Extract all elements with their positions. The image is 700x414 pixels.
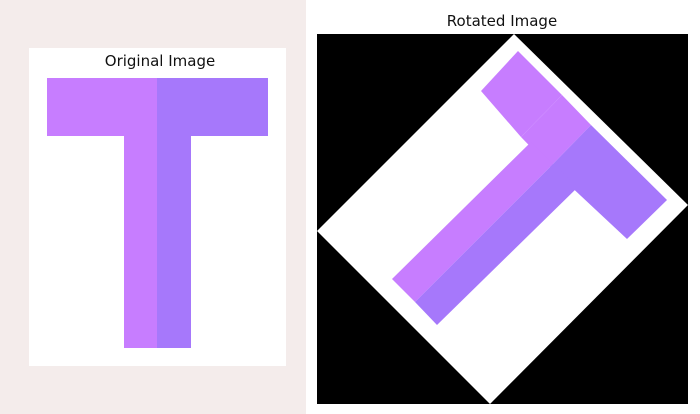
original-t-svg [47, 78, 268, 348]
rotated-t-stem-light [392, 142, 553, 302]
rotated-image [317, 34, 688, 404]
original-image-title: Original Image [104, 52, 216, 70]
t-stem-right [157, 136, 191, 348]
rotated-t-crossbar-mid [521, 95, 591, 167]
rotated-t-svg [317, 34, 688, 404]
t-crossbar-right [157, 78, 268, 136]
rotated-t-stem-dark [415, 164, 578, 325]
t-stem-left [124, 136, 157, 348]
rotated-t-crossbar-dark [550, 125, 667, 239]
original-image [29, 48, 286, 366]
rotated-image-title: Rotated Image [446, 12, 558, 30]
t-crossbar-left [47, 78, 157, 136]
rotated-t-crossbar-light [481, 51, 562, 137]
